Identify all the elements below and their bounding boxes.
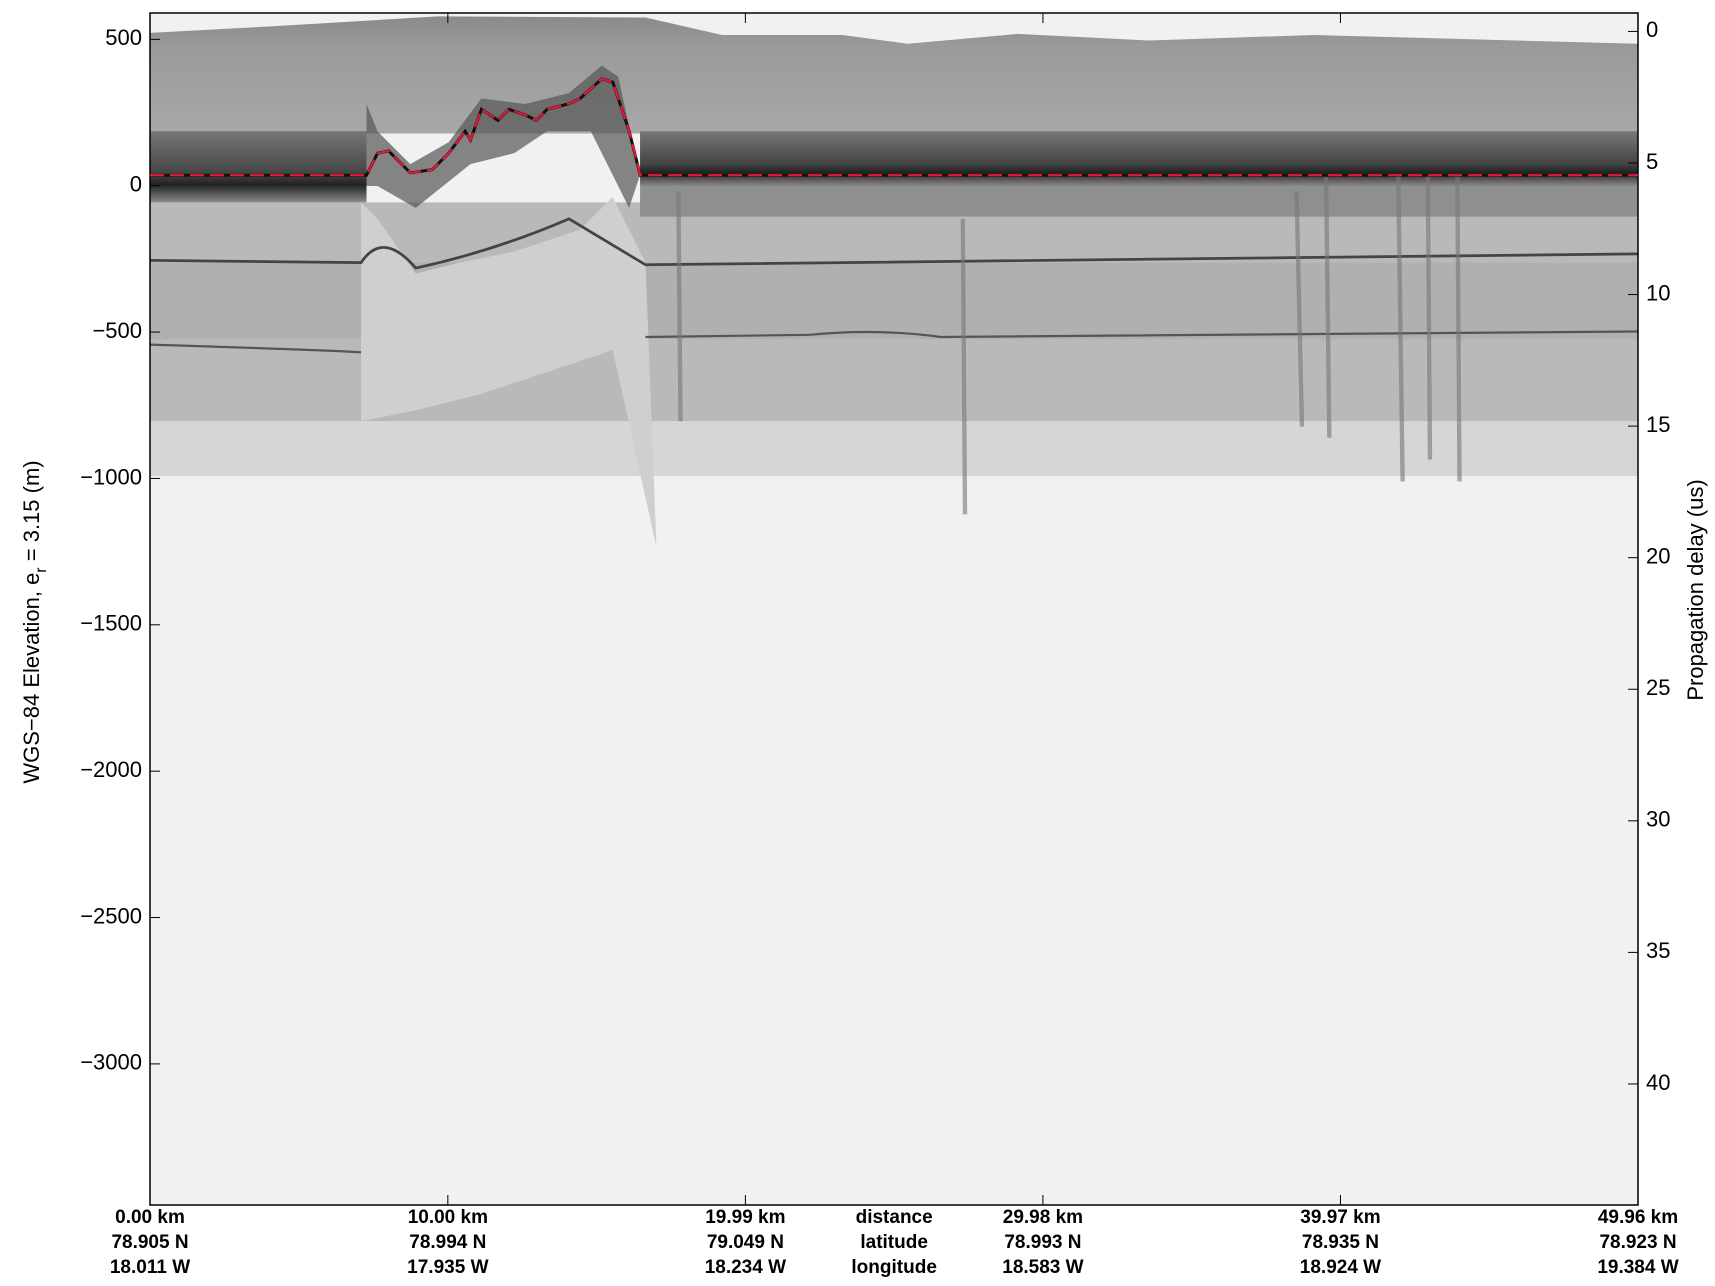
longitude-label: 17.935 W <box>407 1257 488 1278</box>
echogram <box>149 13 1638 1205</box>
y-tick-label: −3000 <box>80 1050 142 1075</box>
y2-tick-label: 40 <box>1646 1070 1670 1095</box>
x-tick-label: 0.00 km <box>115 1207 185 1228</box>
latitude-label: 79.049 N <box>707 1232 784 1253</box>
y-tick-label: −1000 <box>80 464 142 489</box>
y2-tick-label: 15 <box>1646 412 1670 437</box>
y-tick-label: −500 <box>92 318 142 343</box>
y-tick-label: 500 <box>105 25 142 50</box>
longitude-label: 18.234 W <box>705 1257 786 1278</box>
y-axis-label: WGS−84 Elevation, er = 3.15 (m) <box>19 460 50 783</box>
longitude-label: 18.583 W <box>1002 1257 1083 1278</box>
latitude-label: 78.935 N <box>1302 1232 1379 1253</box>
y-axis-label-subscript: r <box>33 567 50 573</box>
y2-tick-label: 5 <box>1646 149 1658 174</box>
latitude-label: 78.993 N <box>1004 1232 1081 1253</box>
y-tick-label: −2500 <box>80 903 142 928</box>
y2-tick-label: 25 <box>1646 675 1670 700</box>
y-tick-label: 0 <box>130 172 142 197</box>
y2-tick-label: 0 <box>1646 17 1658 42</box>
latitude-label: 78.905 N <box>111 1232 188 1253</box>
x-tick-label: 49.96 km <box>1598 1207 1678 1228</box>
surface-line <box>150 77 1638 177</box>
latitude-label: 78.923 N <box>1599 1232 1676 1253</box>
x-tick-label: 19.99 km <box>705 1207 785 1228</box>
y-tick-label: −1500 <box>80 611 142 636</box>
y-tick-label: −2000 <box>80 757 142 782</box>
plot-frame <box>149 12 1639 1206</box>
longitude-label: 18.924 W <box>1300 1257 1381 1278</box>
y2-tick-label: 35 <box>1646 938 1670 963</box>
y2-tick-label: 10 <box>1646 280 1670 305</box>
x-tick-label: 39.97 km <box>1300 1207 1380 1228</box>
y2-tick-label: 20 <box>1646 544 1670 569</box>
row-label: longitude <box>851 1257 936 1278</box>
y-axis-label-text: WGS−84 Elevation, e <box>19 573 44 784</box>
latitude-label: 78.994 N <box>409 1232 486 1253</box>
y2-axis-label: Propagation delay (us) <box>1683 479 1708 700</box>
x-tick-label: 29.98 km <box>1003 1207 1083 1228</box>
y-axis-label-suffix: = 3.15 (m) <box>19 460 44 567</box>
row-label: distance <box>856 1207 933 1228</box>
longitude-label: 18.011 W <box>110 1257 190 1278</box>
row-label: latitude <box>860 1232 928 1253</box>
longitude-label: 19.384 W <box>1597 1257 1678 1278</box>
x-tick-label: 10.00 km <box>408 1207 488 1228</box>
y2-tick-label: 30 <box>1646 807 1670 832</box>
